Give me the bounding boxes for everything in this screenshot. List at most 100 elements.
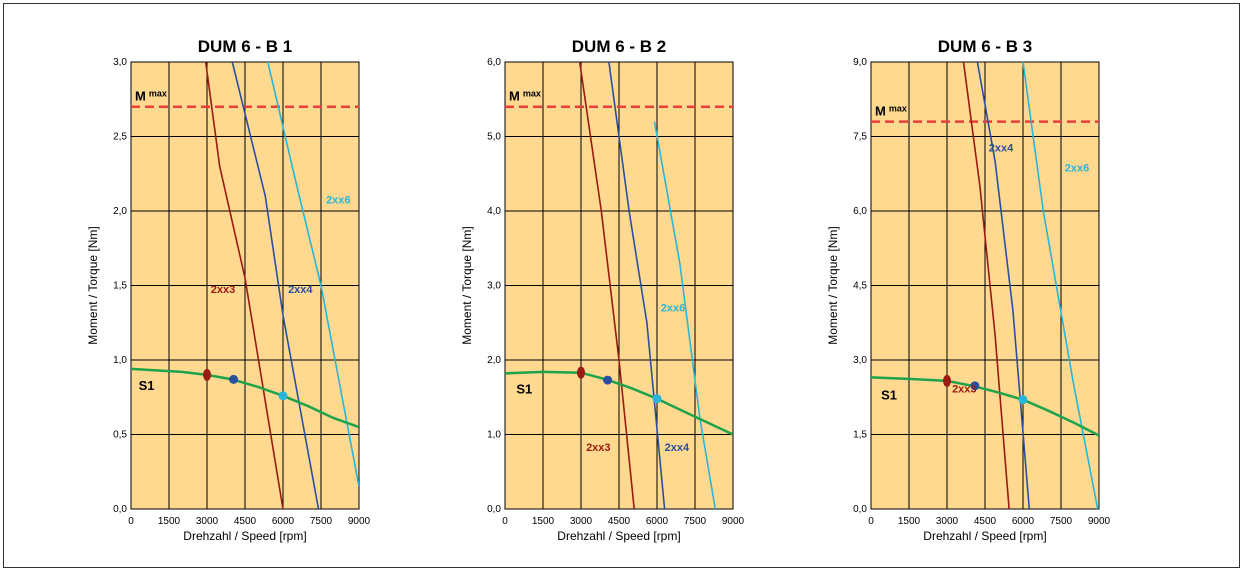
y-tick-label: 4,0: [487, 206, 501, 217]
series-label-2xx4: 2xx4: [288, 284, 313, 296]
series-label-2xx4: 2xx4: [665, 442, 690, 454]
operating-point-marker: [203, 368, 211, 381]
y-tick-label: 0,0: [113, 504, 127, 515]
series-line-2xx3: [578, 62, 635, 509]
series-label-2xx6: 2xx6: [661, 303, 685, 315]
s1-label: S1: [881, 388, 897, 403]
series-label-2xx3: 2xx3: [211, 284, 235, 296]
series-label-2xx6: 2xx6: [326, 195, 350, 207]
x-tick-label: 7500: [310, 516, 333, 527]
y-tick-label: 6,0: [487, 57, 501, 68]
y-tick-label: 1,5: [113, 281, 127, 292]
chart-3: 0 1500 3000 4500 6000 7500 9000 0,0 1,5 3,0 4,5 6,0…: [826, 37, 1111, 543]
operating-point-marker: [943, 374, 951, 387]
x-tick-label: 0: [128, 516, 134, 527]
s1-curve: [871, 376, 1099, 437]
series-label-2xx3: 2xx3: [952, 383, 976, 395]
series-line-2xx6: [267, 62, 359, 487]
y-tick-label: 2,0: [113, 206, 127, 217]
chart-title: DUM 6 - B 3: [938, 37, 1032, 56]
operating-point-marker: [278, 391, 288, 401]
series-line-2xx6: [1022, 62, 1099, 509]
y-tick-label: 1,0: [113, 355, 127, 366]
mmax-label-main: M: [509, 89, 520, 104]
x-tick-label: 1500: [898, 516, 921, 527]
y-axis-label: Moment / Torque [Nm]: [86, 226, 100, 345]
plot-content: [871, 62, 1099, 509]
s1-label: S1: [139, 378, 155, 393]
plot-content: [505, 62, 733, 509]
series-line-2xx3: [962, 62, 1010, 509]
series-line-2xx4: [231, 62, 320, 509]
x-tick-label: 6000: [646, 516, 669, 527]
y-tick-label: 3,0: [113, 57, 127, 68]
x-tick-label: 7500: [684, 516, 707, 527]
x-tick-label: 9000: [1088, 516, 1111, 527]
y-tick-label: 0,0: [487, 504, 501, 515]
s1-curve: [131, 367, 359, 429]
plot-border: [870, 61, 1100, 510]
operating-point-marker: [229, 374, 239, 384]
plot-border: [130, 61, 360, 510]
y-tick-label: 3,0: [853, 355, 867, 366]
y-tick-label: 1,5: [853, 430, 867, 441]
plot-border: [504, 61, 734, 510]
x-tick-label: 9000: [722, 516, 745, 527]
mmax-label-sub: max: [523, 89, 541, 99]
x-axis-label: Drehzahl / Speed [rpm]: [183, 529, 306, 543]
mmax-label-main: M: [135, 89, 146, 104]
operating-point-marker: [577, 366, 585, 379]
chart-title: DUM 6 - B 2: [572, 37, 666, 56]
x-tick-label: 3000: [196, 516, 219, 527]
series-label-2xx6: 2xx6: [1065, 162, 1089, 174]
x-tick-label: 6000: [1012, 516, 1035, 527]
y-tick-label: 1,0: [487, 430, 501, 441]
x-tick-label: 0: [502, 516, 508, 527]
x-tick-label: 4500: [234, 516, 257, 527]
series-line-2xx4: [976, 62, 1031, 509]
figure-frame: [3, 3, 1240, 568]
x-tick-label: 0: [868, 516, 874, 527]
mmax-label-sub: max: [889, 104, 907, 114]
y-tick-label: 2,0: [487, 355, 501, 366]
series-line-2xx3: [204, 62, 284, 509]
mmax-label-main: M: [875, 104, 886, 119]
y-tick-label: 7,5: [853, 132, 867, 143]
chart-title: DUM 6 - B 1: [198, 37, 292, 56]
x-axis-label: Drehzahl / Speed [rpm]: [557, 529, 680, 543]
series-line-2xx6: [653, 121, 717, 509]
x-tick-label: 7500: [1050, 516, 1073, 527]
x-tick-label: 3000: [936, 516, 959, 527]
y-tick-label: 6,0: [853, 206, 867, 217]
series-label-2xx4: 2xx4: [989, 142, 1014, 154]
s1-curve: [505, 370, 733, 436]
y-tick-label: 5,0: [487, 132, 501, 143]
y-axis-label: Moment / Torque [Nm]: [460, 226, 474, 345]
x-tick-label: 3000: [570, 516, 593, 527]
plot-content: [131, 62, 359, 509]
mmax-label-sub: max: [149, 89, 167, 99]
x-tick-label: 1500: [158, 516, 181, 527]
series-label-2xx3: 2xx3: [586, 442, 610, 454]
x-tick-label: 6000: [272, 516, 295, 527]
y-tick-label: 2,5: [113, 132, 127, 143]
x-tick-label: 9000: [348, 516, 371, 527]
y-tick-label: 3,0: [487, 281, 501, 292]
chart-1: 0 1500 3000 4500 6000 7500 9000 0,0 0,5 1,0 1,5 2,0…: [86, 37, 371, 543]
y-tick-label: 0,5: [113, 430, 127, 441]
operating-point-marker: [1018, 395, 1028, 405]
x-axis-label: Drehzahl / Speed [rpm]: [923, 529, 1046, 543]
s1-label: S1: [516, 382, 532, 397]
chart-2: 0 1500 3000 4500 6000 7500 9000 0,0 1,0 2,0 3,0 4,0…: [460, 37, 745, 543]
operating-point-marker: [652, 394, 662, 404]
y-tick-label: 0,0: [853, 504, 867, 515]
y-tick-label: 9,0: [853, 57, 867, 68]
x-tick-label: 1500: [532, 516, 555, 527]
x-tick-label: 4500: [974, 516, 997, 527]
series-line-2xx4: [608, 62, 666, 509]
y-tick-label: 4,5: [853, 281, 867, 292]
